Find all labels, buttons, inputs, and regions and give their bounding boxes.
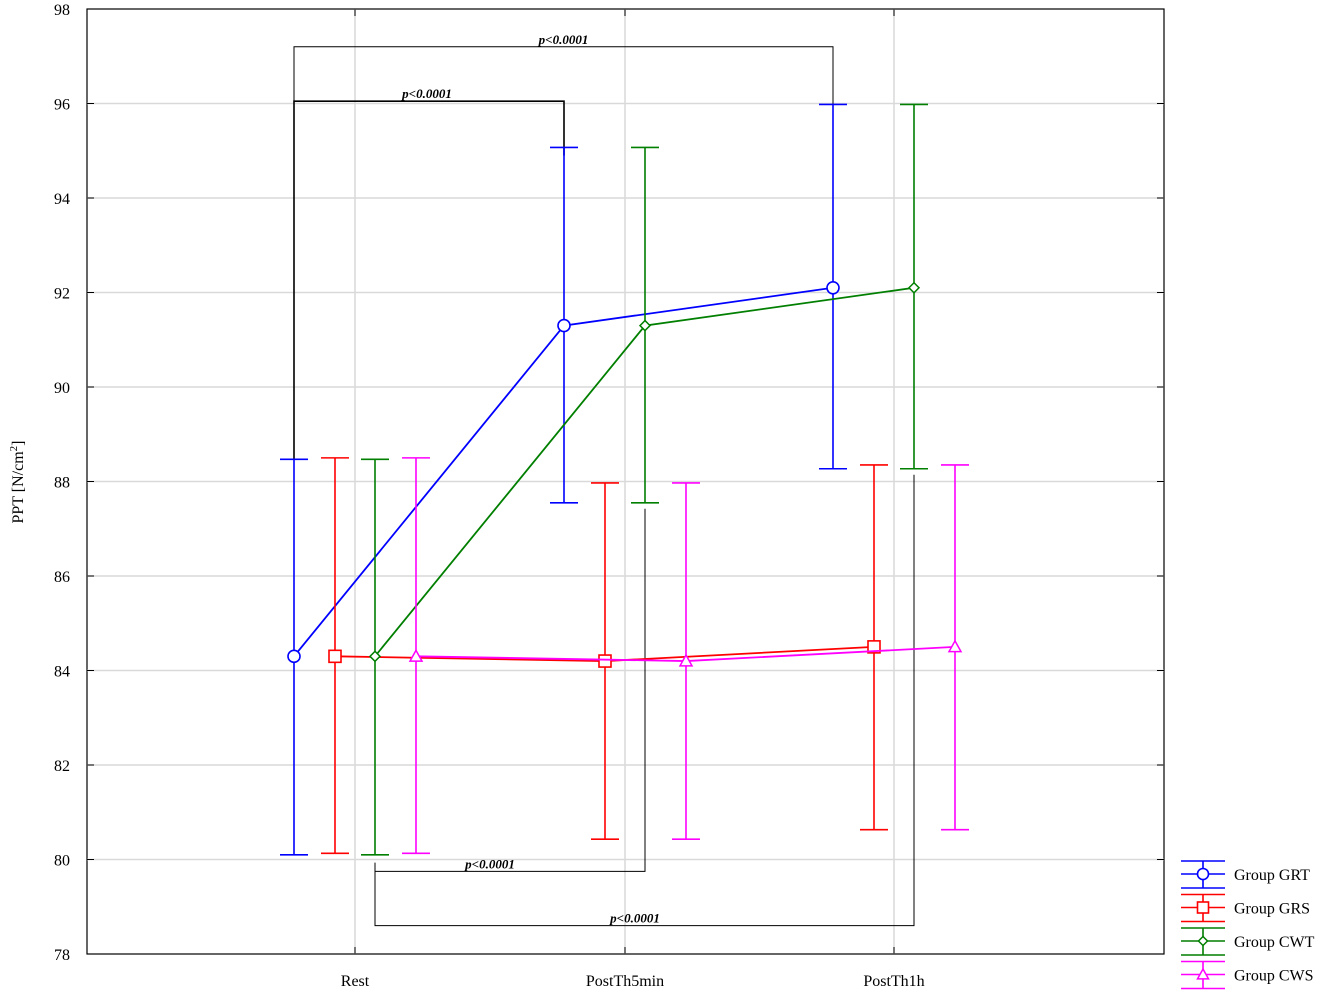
y-tick-label-5: 88 xyxy=(54,475,70,492)
data-point-3-0 xyxy=(408,648,424,662)
legend-label-0: Group GRT xyxy=(1234,867,1310,884)
series-layer xyxy=(280,103,969,856)
legend-marker-3 xyxy=(1196,967,1210,980)
x-tick-label-0: Rest xyxy=(341,973,370,990)
y-axis-label: PPT [N/cm2] xyxy=(8,441,27,524)
data-point-1-0 xyxy=(328,649,342,664)
y-tick-label-7: 92 xyxy=(54,286,70,303)
legend-label-2: Group CWT xyxy=(1234,934,1315,951)
y-tick-label-8: 94 xyxy=(54,191,70,208)
significance-label-0: p<0.0001 xyxy=(538,32,589,47)
y-tick-label-1: 80 xyxy=(54,853,70,870)
significance-label-2: p<0.0001 xyxy=(464,856,515,871)
legend-marker-1 xyxy=(1196,901,1210,914)
y-tick-label-6: 90 xyxy=(54,380,70,397)
series-0 xyxy=(280,103,847,856)
data-point-3-1 xyxy=(678,653,694,667)
y-tick-label-2: 82 xyxy=(54,758,70,775)
y-axis-label-main: PPT [N/cm xyxy=(10,451,27,524)
data-point-0-0 xyxy=(287,649,301,664)
annotations: p<0.0001 p<0.0001 p<0.0001 p<0.0001 xyxy=(293,32,915,927)
series-1 xyxy=(321,457,888,855)
x-axis: Rest PostTh5min PostTh1h xyxy=(341,9,925,990)
series-2 xyxy=(361,103,928,856)
x-tick-label-2: PostTh1h xyxy=(863,973,924,990)
significance-label-3: p<0.0001 xyxy=(609,911,660,926)
data-point-1-1 xyxy=(598,654,612,668)
significance-bracket-3 xyxy=(374,474,915,927)
data-point-1-2 xyxy=(867,640,881,654)
y-axis-label-sup: 2 xyxy=(8,446,20,452)
y-tick-label-10: 98 xyxy=(54,2,70,19)
data-point-2-0 xyxy=(368,650,382,663)
legend-marker-2 xyxy=(1197,935,1209,947)
series-3 xyxy=(402,457,969,855)
legend-marker-0 xyxy=(1196,867,1210,881)
legend-label-3: Group CWS xyxy=(1234,968,1314,985)
data-point-2-1 xyxy=(638,319,652,332)
legend-label-1: Group GRS xyxy=(1234,901,1310,918)
y-tick-label-0: 78 xyxy=(54,947,70,964)
x-tick-label-1: PostTh5min xyxy=(586,973,664,990)
y-tick-label-3: 84 xyxy=(54,664,70,681)
y-tick-label-9: 96 xyxy=(54,97,70,114)
data-point-3-2 xyxy=(947,639,963,653)
data-point-2-2 xyxy=(907,281,921,294)
legend: Group GRT Group GRS Group CWT Group CWS xyxy=(1181,860,1315,990)
y-axis: 78 80 82 84 86 88 90 92 94 96 98 xyxy=(54,2,1164,964)
y-axis-label-end: ] xyxy=(10,441,27,446)
y-tick-label-4: 86 xyxy=(54,569,70,586)
significance-label-1: p<0.0001 xyxy=(401,86,452,101)
data-point-0-1 xyxy=(557,318,571,333)
grid xyxy=(87,9,1164,954)
significance-bracket-1 xyxy=(293,100,565,460)
data-point-0-2 xyxy=(826,280,840,295)
